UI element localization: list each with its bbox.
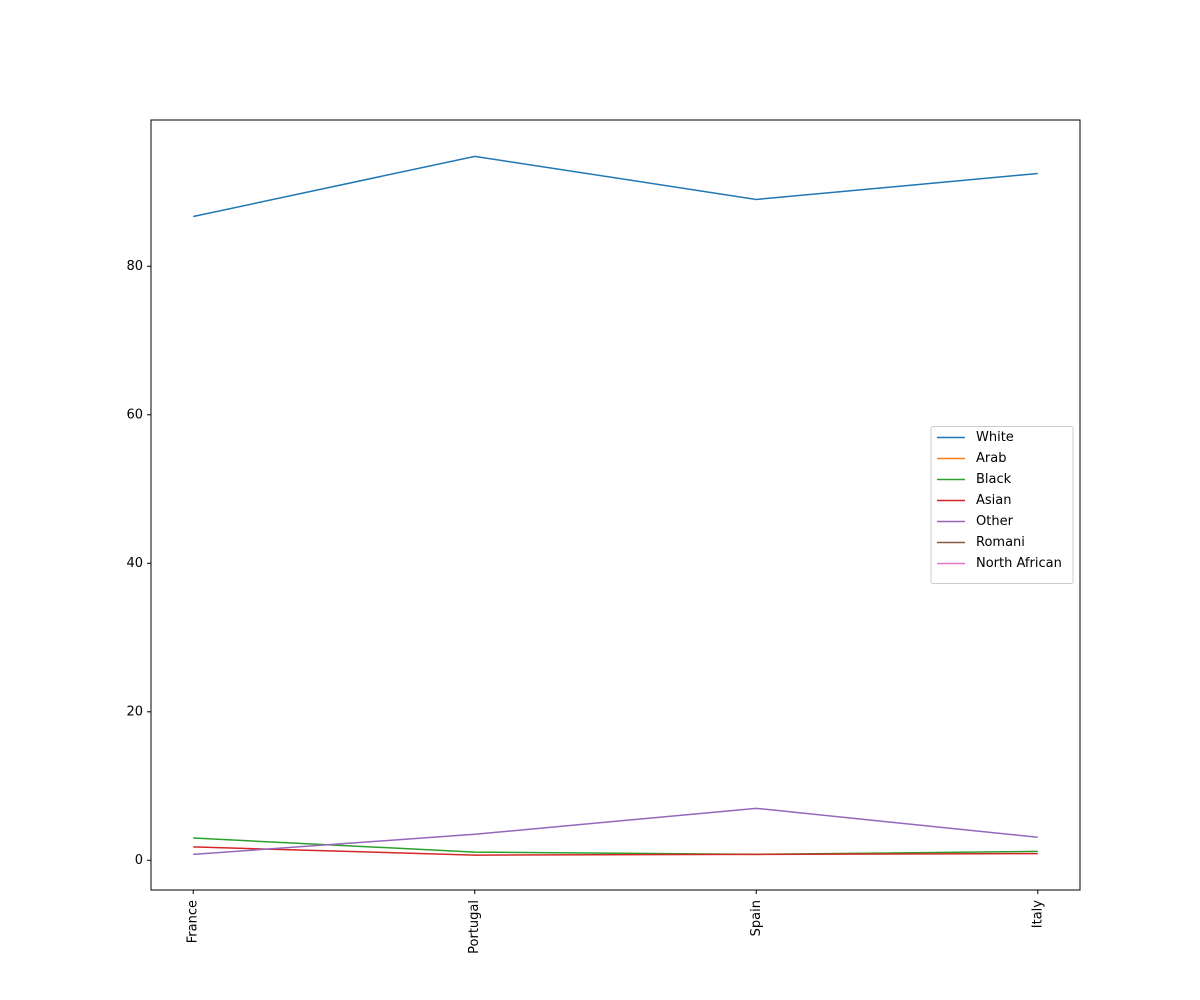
data-line xyxy=(193,837,1038,856)
legend-label: Black xyxy=(976,472,1012,487)
legend-label: North African xyxy=(976,556,1062,571)
data-line xyxy=(193,807,1038,856)
y-tick-label: 80 xyxy=(126,259,143,274)
x-tick-label: Italy xyxy=(1030,900,1045,929)
data-line xyxy=(193,846,1038,856)
legend: White Arab Black Asian Other Romani North Afri… xyxy=(930,426,1074,584)
y-tick-label: 60 xyxy=(126,407,143,422)
x-tick-label: Spain xyxy=(749,900,764,936)
legend-label: Arab xyxy=(976,451,1006,466)
legend-label: White xyxy=(976,430,1014,445)
x-tick-label: France xyxy=(186,900,201,943)
y-tick-label: 40 xyxy=(126,556,143,571)
y-tick-label: 0 xyxy=(135,853,143,868)
legend-label: Asian xyxy=(976,493,1011,508)
legend-label: Romani xyxy=(976,535,1025,550)
y-tick-label: 20 xyxy=(126,704,143,719)
data-line xyxy=(193,155,1038,218)
legend-box xyxy=(930,426,1074,584)
plot-area xyxy=(150,119,1081,891)
legend-label: Other xyxy=(976,514,1014,529)
x-tick-label: Portugal xyxy=(467,900,482,954)
